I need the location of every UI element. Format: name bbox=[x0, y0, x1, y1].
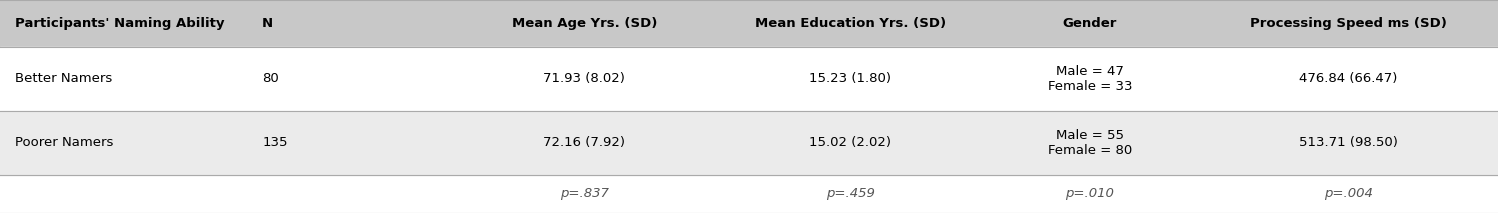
Text: Poorer Namers: Poorer Namers bbox=[15, 136, 114, 149]
Text: Better Namers: Better Namers bbox=[15, 72, 112, 85]
Text: Mean Age Yrs. (SD): Mean Age Yrs. (SD) bbox=[511, 17, 658, 30]
Text: 71.93 (8.02): 71.93 (8.02) bbox=[544, 72, 625, 85]
Bar bbox=[0, 111, 1498, 175]
Text: 135: 135 bbox=[262, 136, 288, 149]
Text: Mean Education Yrs. (SD): Mean Education Yrs. (SD) bbox=[755, 17, 945, 30]
Text: Participants' Naming Ability: Participants' Naming Ability bbox=[15, 17, 225, 30]
Text: p=.010: p=.010 bbox=[1065, 187, 1115, 200]
Bar bbox=[0, 47, 1498, 111]
Text: 476.84 (66.47): 476.84 (66.47) bbox=[1299, 72, 1398, 85]
Text: 80: 80 bbox=[262, 72, 279, 85]
Bar bbox=[0, 0, 1498, 47]
Text: 15.23 (1.80): 15.23 (1.80) bbox=[809, 72, 891, 85]
Text: 15.02 (2.02): 15.02 (2.02) bbox=[809, 136, 891, 149]
Text: Gender: Gender bbox=[1062, 17, 1118, 30]
Text: p=.837: p=.837 bbox=[560, 187, 608, 200]
Text: Male = 55
Female = 80: Male = 55 Female = 80 bbox=[1047, 129, 1132, 157]
Text: 72.16 (7.92): 72.16 (7.92) bbox=[544, 136, 625, 149]
Text: p=.004: p=.004 bbox=[1324, 187, 1372, 200]
Text: N: N bbox=[262, 17, 273, 30]
Text: Processing Speed ms (SD): Processing Speed ms (SD) bbox=[1249, 17, 1447, 30]
Text: p=.459: p=.459 bbox=[825, 187, 875, 200]
Text: Male = 47
Female = 33: Male = 47 Female = 33 bbox=[1047, 65, 1132, 93]
Text: 513.71 (98.50): 513.71 (98.50) bbox=[1299, 136, 1398, 149]
Bar bbox=[0, 175, 1498, 213]
